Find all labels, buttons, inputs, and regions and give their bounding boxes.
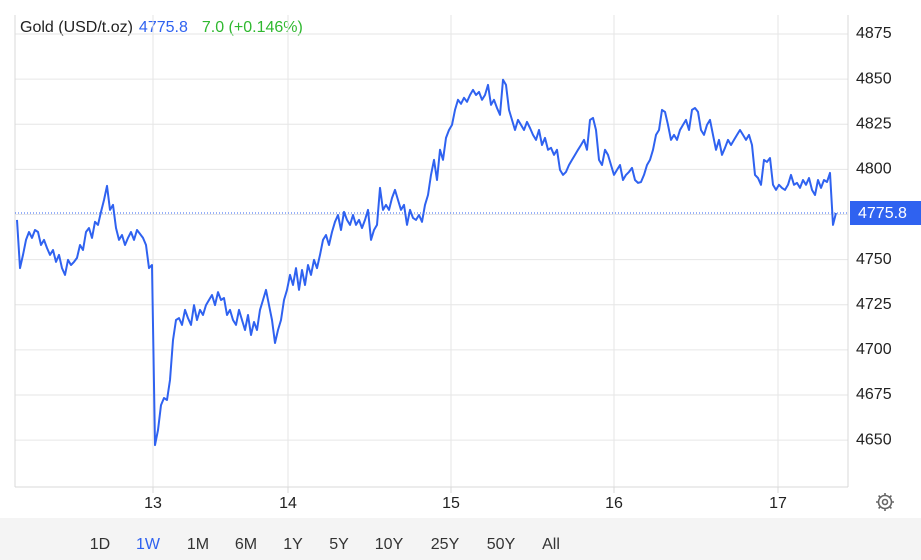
last-price: 4775.8 xyxy=(139,19,188,36)
y-tick-label: 4725 xyxy=(856,296,892,313)
chart-title: Gold (USD/t.oz) xyxy=(20,19,133,36)
gear-teeth xyxy=(876,493,894,511)
range-button[interactable]: 5Y xyxy=(329,536,349,553)
range-button[interactable]: 1W xyxy=(136,536,161,553)
x-tick-label: 14 xyxy=(279,495,297,512)
range-button[interactable]: 50Y xyxy=(487,536,516,553)
y-tick-label: 4825 xyxy=(856,115,892,132)
range-button[interactable]: 25Y xyxy=(431,536,460,553)
x-tick-label: 16 xyxy=(605,495,623,512)
range-bar xyxy=(0,518,921,560)
range-button[interactable]: 1M xyxy=(187,536,209,553)
price-line xyxy=(16,78,837,447)
y-tick-label: 4850 xyxy=(856,70,892,87)
y-tick-label: 4750 xyxy=(856,251,892,268)
gear-outer xyxy=(877,494,893,510)
y-tick-label: 4800 xyxy=(856,161,892,178)
gear-inner xyxy=(881,498,889,506)
x-tick-label: 13 xyxy=(144,495,162,512)
range-button[interactable]: 1D xyxy=(90,536,110,553)
range-button[interactable]: 6M xyxy=(235,536,257,553)
settings-icon[interactable] xyxy=(876,493,894,511)
price-tag xyxy=(850,201,921,226)
range-button[interactable]: 10Y xyxy=(375,536,404,553)
range-button[interactable]: 1Y xyxy=(283,536,303,553)
x-tick-label: 15 xyxy=(442,495,460,512)
y-tick-label: 4650 xyxy=(856,431,892,448)
y-tick-label: 4675 xyxy=(856,386,892,403)
y-tick-label: 4875 xyxy=(856,25,892,42)
y-tick-label: 4700 xyxy=(856,341,892,358)
x-tick-label: 17 xyxy=(769,495,787,512)
range-button[interactable]: All xyxy=(542,536,560,553)
price-change: 7.0 (+0.146%) xyxy=(202,19,303,36)
header: Gold (USD/t.oz) 4775.8 7.0 (+0.146%) xyxy=(20,19,303,36)
price-tag-label: 4775.8 xyxy=(858,205,907,222)
